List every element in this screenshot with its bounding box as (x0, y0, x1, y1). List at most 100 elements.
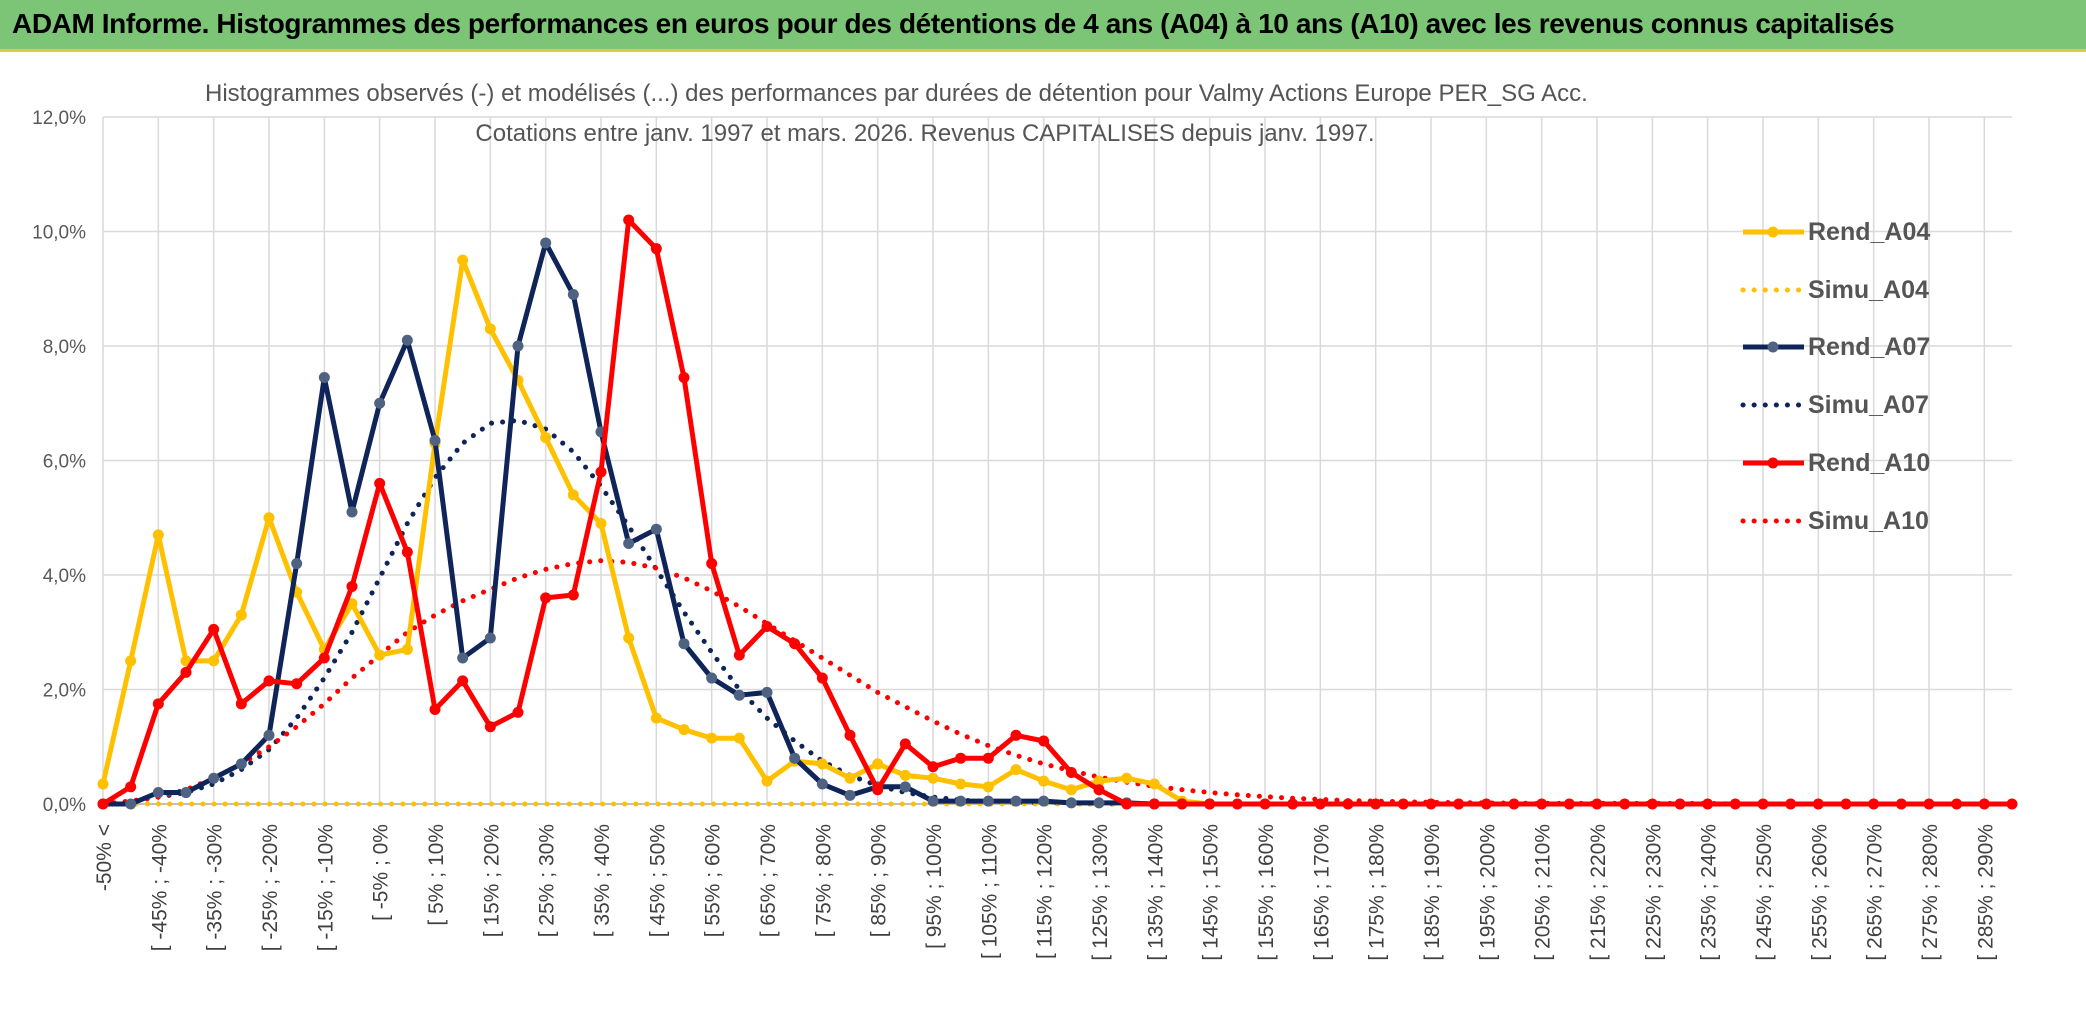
data-point-rend_a07 (733, 689, 745, 701)
legend-item-rend_a10: Rend_A10 (1740, 443, 2030, 483)
data-point-rend_a10 (401, 546, 413, 558)
data-point-rend_a10 (1231, 798, 1243, 810)
data-point-rend_a10 (595, 466, 607, 478)
x-tick-label: [ 95% ; 100% (923, 824, 946, 949)
data-point-rend_a04 (982, 781, 994, 793)
data-point-rend_a07 (1038, 795, 1050, 807)
data-point-rend_a10 (152, 698, 164, 710)
data-point-rend_a10 (429, 704, 441, 716)
data-point-rend_a07 (235, 758, 247, 770)
legend-item-rend_a07: Rend_A07 (1740, 327, 2030, 367)
x-tick-label: [ 75% ; 80% (812, 824, 835, 937)
data-point-rend_a04 (208, 655, 220, 667)
x-tick-label: [ 125% ; 130% (1089, 824, 1112, 961)
legend-swatch (1740, 287, 1806, 293)
data-point-rend_a10 (678, 371, 690, 383)
data-point-rend_a10 (567, 589, 579, 601)
data-point-rend_a04 (97, 778, 109, 790)
data-point-rend_a10 (1812, 798, 1824, 810)
x-tick-label: [ 115% ; 120% (1034, 824, 1057, 959)
data-point-rend_a10 (1619, 798, 1631, 810)
chart-svg: 0,0% 2,0% 4,0% 6,0% 8,0% 10,0% 12,0% -50% < [ -4… (32, 108, 2018, 961)
x-tick-label: [ 205% ; 210% (1532, 824, 1555, 961)
x-tick-label: [ 105% ; 110% (978, 824, 1001, 959)
series-line-rend_a10 (101, 217, 2012, 807)
legend-item-simu_a04: Simu_A04 (1740, 270, 2030, 310)
data-point-rend_a04 (706, 732, 718, 744)
x-tick-label: [ -35% ; -30% (204, 824, 227, 951)
data-point-rend_a10 (1176, 798, 1188, 810)
legend-label: Rend_A10 (1808, 449, 1931, 477)
legend-label: Rend_A04 (1808, 218, 1931, 246)
data-point-rend_a10 (1148, 798, 1160, 810)
data-point-rend_a04 (1093, 775, 1105, 787)
x-tick-label: [ 235% ; 240% (1698, 824, 1721, 961)
data-point-rend_a10 (512, 706, 524, 718)
data-point-rend_a04 (152, 529, 164, 541)
data-point-rend_a07 (789, 752, 801, 764)
legend-item-rend_a04: Rend_A04 (1740, 212, 2030, 252)
data-point-rend_a10 (1425, 798, 1437, 810)
x-tick-label: [ 135% ; 140% (1144, 824, 1167, 961)
data-point-rend_a10 (208, 623, 220, 635)
data-point-rend_a04 (927, 772, 939, 784)
x-tick-label: [ 185% ; 190% (1421, 824, 1444, 961)
legend-label: Simu_A04 (1808, 276, 1929, 304)
data-point-rend_a07 (567, 288, 579, 300)
y-tick-label: 12,0% (32, 108, 86, 129)
data-point-rend_a10 (374, 477, 386, 489)
data-point-rend_a10 (1868, 798, 1880, 810)
legend-label: Rend_A07 (1808, 333, 1931, 361)
data-point-rend_a10 (706, 558, 718, 570)
data-point-rend_a07 (208, 772, 220, 784)
x-tick-label: [ 55% ; 60% (702, 824, 725, 937)
x-tick-label: [ 195% ; 200% (1476, 824, 1499, 961)
data-point-rend_a04 (844, 772, 856, 784)
data-point-rend_a04 (872, 758, 884, 770)
data-point-rend_a10 (1314, 798, 1326, 810)
data-point-rend_a10 (1397, 798, 1409, 810)
data-point-rend_a07 (816, 778, 828, 790)
data-point-rend_a10 (1038, 735, 1050, 747)
chart-subtitle: Cotations entre janv. 1997 et mars. 2026… (475, 120, 1375, 147)
data-point-rend_a10 (761, 621, 773, 633)
y-tick-label: 4,0% (43, 566, 86, 587)
data-point-rend_a10 (1259, 798, 1271, 810)
series-line-simu_a07 (100, 417, 2015, 807)
x-tick-label: [ 45% ; 50% (646, 824, 669, 937)
data-point-rend_a04 (761, 775, 773, 787)
data-point-rend_a10 (1646, 798, 1658, 810)
data-point-rend_a07 (1093, 797, 1105, 809)
data-point-rend_a10 (235, 698, 247, 710)
data-point-rend_a04 (540, 432, 552, 444)
data-point-rend_a10 (1536, 798, 1548, 810)
legend-swatch (1740, 402, 1806, 408)
data-point-rend_a07 (429, 434, 441, 446)
data-point-rend_a10 (1121, 798, 1133, 810)
data-point-rend_a07 (291, 558, 303, 570)
legend-label: Simu_A10 (1808, 507, 1929, 535)
legend-swatch (1743, 226, 1804, 238)
data-point-rend_a10 (1757, 798, 1769, 810)
data-point-rend_a10 (1674, 798, 1686, 810)
data-point-rend_a10 (1480, 798, 1492, 810)
data-point-rend_a10 (1093, 784, 1105, 796)
chart-title: Histogrammes observés (-) et modélisés (… (205, 80, 1588, 107)
title-banner: ADAM Informe. Histogrammes des performan… (0, 0, 2086, 52)
data-point-rend_a04 (623, 632, 635, 644)
x-tick-label: [ 65% ; 70% (757, 824, 780, 937)
data-point-rend_a04 (955, 778, 967, 790)
data-point-rend_a10 (125, 781, 137, 793)
data-point-rend_a10 (1729, 798, 1741, 810)
data-point-rend_a07 (401, 334, 413, 346)
data-point-rend_a10 (1508, 798, 1520, 810)
data-point-rend_a04 (899, 769, 911, 781)
series-line-rend_a04 (100, 257, 2012, 807)
data-point-rend_a10 (1563, 798, 1575, 810)
data-point-rend_a07 (512, 340, 524, 352)
data-point-rend_a04 (816, 758, 828, 770)
data-point-rend_a04 (1148, 778, 1160, 790)
data-point-rend_a10 (623, 214, 635, 226)
data-point-rend_a07 (263, 729, 275, 741)
y-tick-label: 6,0% (43, 452, 86, 473)
